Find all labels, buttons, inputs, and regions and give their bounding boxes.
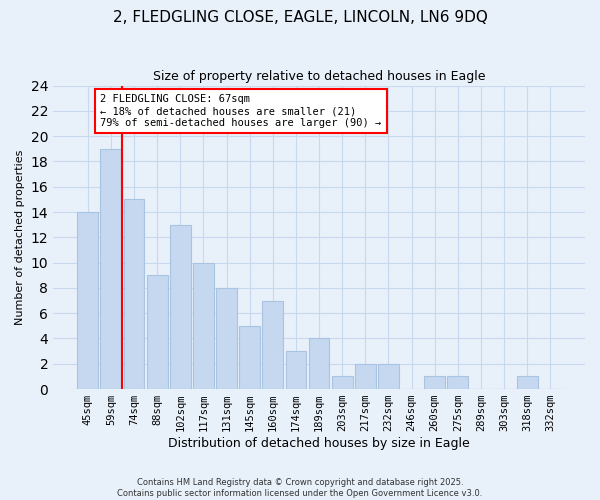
Bar — [216, 288, 237, 389]
Bar — [170, 224, 191, 389]
Bar — [193, 262, 214, 389]
Y-axis label: Number of detached properties: Number of detached properties — [15, 150, 25, 325]
Text: 2 FLEDGLING CLOSE: 67sqm
← 18% of detached houses are smaller (21)
79% of semi-d: 2 FLEDGLING CLOSE: 67sqm ← 18% of detach… — [100, 94, 382, 128]
Bar — [262, 300, 283, 389]
Bar — [77, 212, 98, 389]
Bar — [378, 364, 399, 389]
Bar — [308, 338, 329, 389]
Bar — [147, 276, 167, 389]
Bar — [424, 376, 445, 389]
Bar — [100, 149, 121, 389]
Bar — [239, 326, 260, 389]
Text: 2, FLEDGLING CLOSE, EAGLE, LINCOLN, LN6 9DQ: 2, FLEDGLING CLOSE, EAGLE, LINCOLN, LN6 … — [113, 10, 487, 25]
Bar — [448, 376, 468, 389]
Bar — [286, 351, 307, 389]
Bar — [124, 200, 145, 389]
Bar — [517, 376, 538, 389]
Bar — [355, 364, 376, 389]
Text: Contains HM Land Registry data © Crown copyright and database right 2025.
Contai: Contains HM Land Registry data © Crown c… — [118, 478, 482, 498]
Title: Size of property relative to detached houses in Eagle: Size of property relative to detached ho… — [153, 70, 485, 83]
X-axis label: Distribution of detached houses by size in Eagle: Distribution of detached houses by size … — [168, 437, 470, 450]
Bar — [332, 376, 353, 389]
